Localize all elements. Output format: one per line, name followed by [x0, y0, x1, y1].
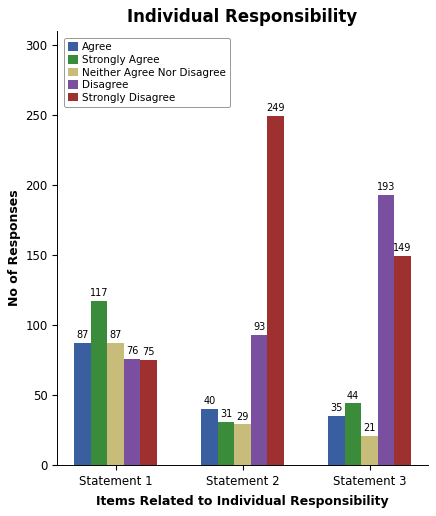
- Legend: Agree, Strongly Agree, Neither Agree Nor Disagree, Disagree, Strongly Disagree: Agree, Strongly Agree, Neither Agree Nor…: [64, 38, 230, 107]
- Text: 21: 21: [363, 423, 376, 433]
- Text: 193: 193: [377, 182, 395, 192]
- Bar: [234, 424, 251, 465]
- Y-axis label: No of Responses: No of Responses: [8, 189, 21, 306]
- Text: 31: 31: [220, 409, 232, 419]
- X-axis label: Items Related to Individual Responsibility: Items Related to Individual Responsibili…: [96, 495, 389, 508]
- Bar: [378, 195, 394, 465]
- Bar: [218, 422, 234, 465]
- Text: 75: 75: [142, 347, 155, 357]
- Text: 87: 87: [76, 330, 89, 341]
- Text: 249: 249: [266, 103, 285, 114]
- Bar: [361, 436, 378, 465]
- Bar: [74, 343, 91, 465]
- Bar: [267, 116, 284, 465]
- Bar: [91, 301, 107, 465]
- Bar: [201, 409, 218, 465]
- Text: 40: 40: [204, 396, 216, 406]
- Text: 149: 149: [393, 244, 412, 253]
- Bar: [345, 404, 361, 465]
- Bar: [124, 359, 140, 465]
- Text: 29: 29: [236, 412, 249, 422]
- Text: 35: 35: [330, 403, 343, 413]
- Text: 76: 76: [126, 346, 138, 356]
- Bar: [140, 360, 157, 465]
- Bar: [107, 343, 124, 465]
- Bar: [328, 416, 345, 465]
- Bar: [251, 335, 267, 465]
- Title: Individual Responsibility: Individual Responsibility: [127, 8, 358, 26]
- Text: 44: 44: [347, 391, 359, 400]
- Bar: [394, 256, 411, 465]
- Text: 87: 87: [109, 330, 122, 341]
- Text: 93: 93: [253, 322, 265, 332]
- Text: 117: 117: [90, 288, 108, 298]
